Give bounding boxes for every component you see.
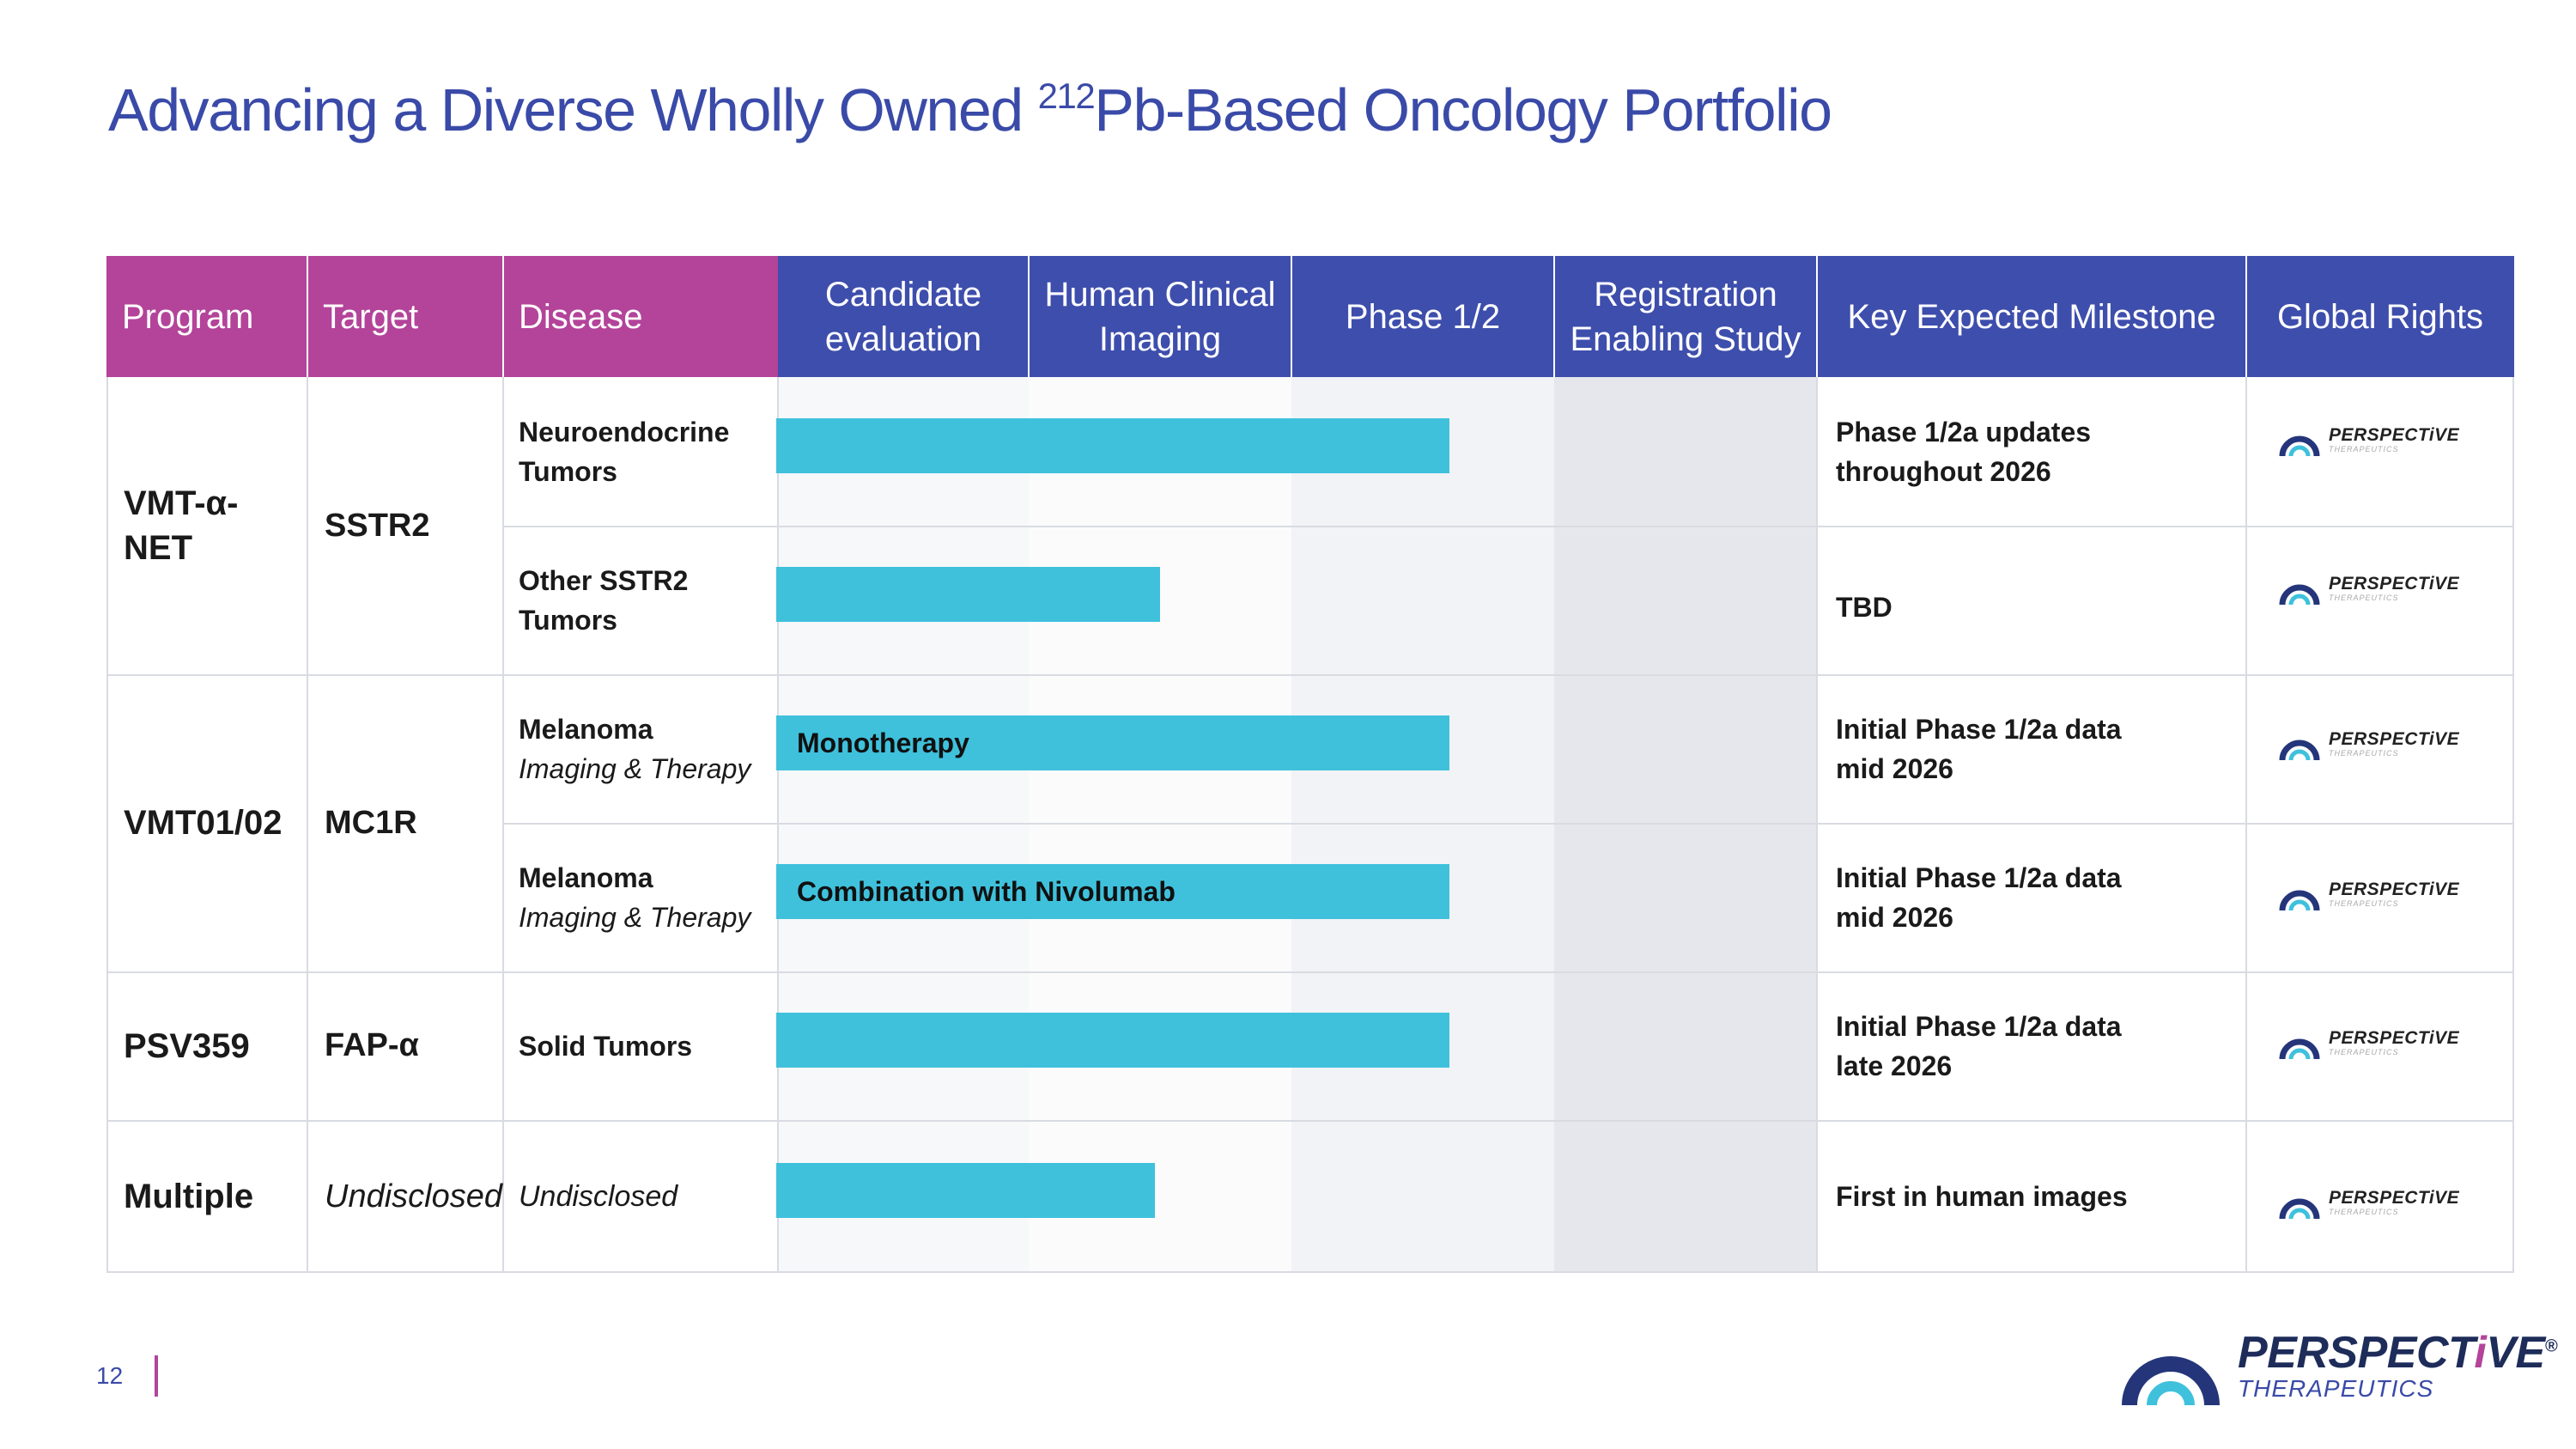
program-multiple: Multiple [124, 1178, 254, 1215]
rights-logo: PERSPECTiVE THERAPEUTICS [2279, 876, 2459, 912]
rights-logo: PERSPECTiVE THERAPEUTICS [2279, 1184, 2459, 1221]
progress-bar: Monotherapy [776, 715, 1449, 770]
rights-logo: PERSPECTiVE THERAPEUTICS [2279, 1025, 2459, 1061]
progress-bar [776, 567, 1160, 622]
header-disease: Disease [503, 256, 778, 377]
header-global-rights: Global Rights [2246, 256, 2514, 377]
footer-logo: PERSPECTiVE® THERAPEUTICS [2121, 1323, 2557, 1409]
milestone-cell: Initial Phase 1/2a data late 2026 [1836, 1010, 2122, 1081]
perspective-logo-icon [2279, 890, 2320, 911]
perspective-logo-icon [2122, 1356, 2220, 1406]
disease-cell: Melanoma Imaging & Therapy [519, 713, 751, 784]
disease-cell: Other SSTR2 Tumors [519, 564, 689, 636]
footer-logo-sub: THERAPEUTICS [2238, 1375, 2434, 1402]
perspective-logo-icon [2279, 740, 2320, 761]
progress-bar [776, 1013, 1449, 1068]
slide-title: Advancing a Diverse Wholly Owned 212Pb-B… [108, 76, 1832, 143]
milestone-cell: First in human images [1836, 1181, 2128, 1212]
rights-logo: PERSPECTiVE THERAPEUTICS [2279, 570, 2459, 606]
page-number-divider [155, 1355, 158, 1397]
header-target: Target [307, 256, 503, 377]
program-vmt01-02: VMT01/02 [124, 804, 283, 842]
header-candidate-evaluation: Candidate evaluation [778, 256, 1029, 377]
perspective-logo-icon [2279, 435, 2320, 457]
program-vmt-alpha-net: VMT-α-NET [124, 484, 239, 567]
header-human-clinical-imaging: Human Clinical Imaging [1029, 256, 1291, 377]
perspective-logo-icon [2279, 584, 2320, 606]
perspective-logo-icon [2279, 1038, 2320, 1060]
disease-cell: Melanoma Imaging & Therapy [519, 861, 751, 933]
target-undisclosed: Undisclosed [325, 1178, 502, 1215]
pipeline-table: Program Target Disease Candidate evaluat… [106, 256, 2514, 1273]
milestone-cell: Initial Phase 1/2a data mid 2026 [1836, 713, 2122, 784]
program-psv359: PSV359 [124, 1026, 250, 1065]
disease-cell: Solid Tumors [519, 1030, 693, 1062]
header-program: Program [106, 256, 307, 377]
target-sstr2: SSTR2 [325, 507, 430, 544]
perspective-logo-icon [2279, 1198, 2320, 1220]
progress-bar [776, 418, 1449, 473]
rights-logo: PERSPECTiVE THERAPEUTICS [2279, 422, 2459, 458]
target-fap-alpha: FAP-α [325, 1027, 419, 1063]
disease-cell: Undisclosed [519, 1180, 678, 1213]
target-mc1r: MC1R [325, 804, 417, 841]
disease-cell: Neuroendocrine Tumors [519, 416, 730, 487]
page-number: 12 [96, 1362, 124, 1389]
progress-bar [776, 1163, 1155, 1218]
header-registration-enabling-study: Registration Enabling Study [1554, 256, 1817, 377]
header-phase-1-2: Phase 1/2 [1291, 256, 1554, 377]
milestone-cell: TBD [1836, 591, 1893, 623]
milestone-cell: Phase 1/2a updates throughout 2026 [1836, 416, 2092, 487]
footer-logo-name: PERSPECTiVE® [2238, 1328, 2557, 1378]
rights-logo: PERSPECTiVE THERAPEUTICS [2279, 726, 2459, 762]
header-key-expected-milestone: Key Expected Milestone [1817, 256, 2246, 377]
milestone-cell: Initial Phase 1/2a data mid 2026 [1836, 861, 2122, 933]
progress-bar: Combination with Nivolumab [776, 864, 1449, 919]
